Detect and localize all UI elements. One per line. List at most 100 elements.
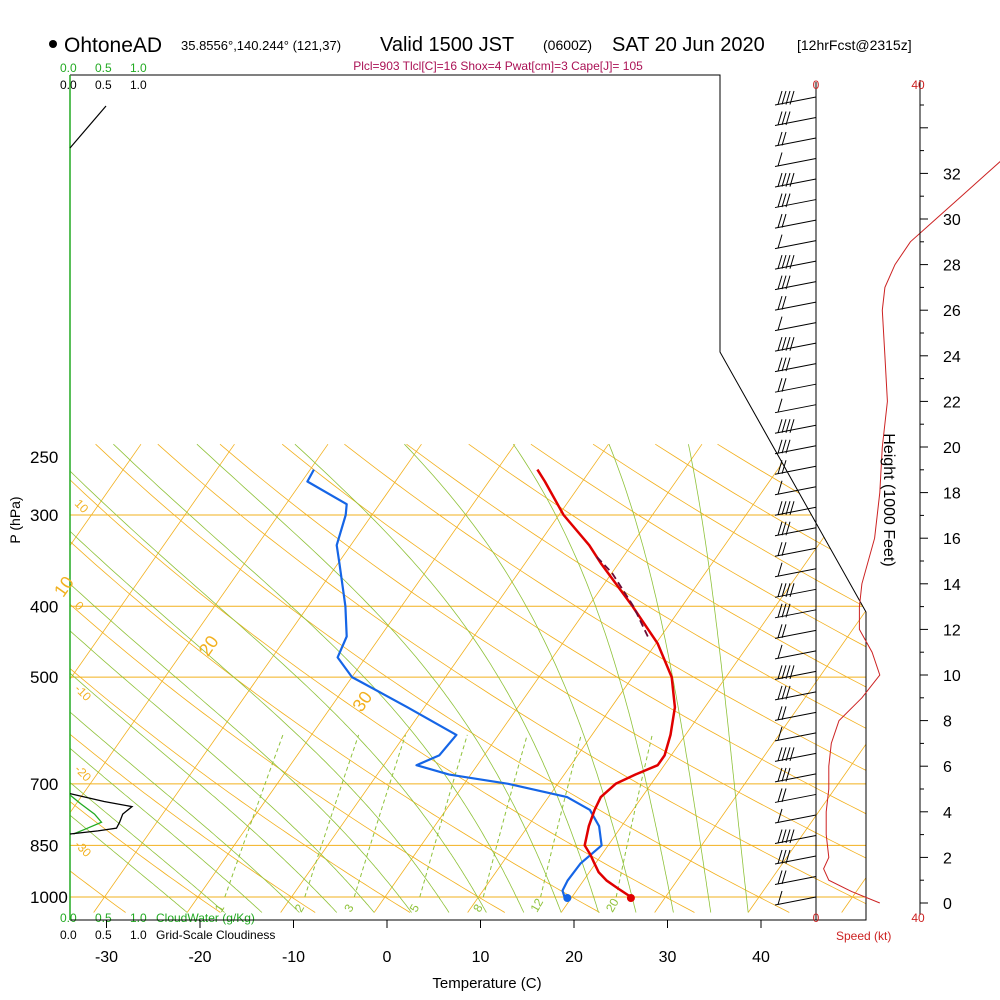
wind-barb-feather [777,624,783,638]
wind-barb [774,542,817,557]
wind-barb [774,603,817,619]
wind-barb-feather [777,747,783,762]
wind-barb-feather [777,357,783,372]
wind-barb [774,275,817,291]
pressure-tick-label: 1000 [30,888,68,907]
wind-barb [774,337,817,352]
mixing-ratio-line [224,734,284,898]
dry-adiabat-line [530,443,866,913]
height-tick-label: 18 [943,486,961,503]
mixing-ratio-line [304,734,360,898]
height-tick-label: 20 [943,440,961,457]
wind-barb-feather [781,254,787,269]
wind-barb-feather [785,521,791,536]
temperature-line [536,468,677,899]
cloudiness-tick-0: 0.0 [60,928,77,942]
dry-adiabat-line [966,444,1000,912]
wind-barb [774,726,817,742]
dry-adiabat-line [157,443,866,913]
wind-barb [774,439,817,455]
moist-adiabat-line [70,443,375,913]
wind-barb-feather [785,90,791,105]
wind-barb-feather [777,337,783,351]
wind-barb [774,398,817,414]
isotherm-line [186,443,516,913]
wind-barb-feather [789,337,795,351]
wind-barb-feather [777,788,783,803]
dry-adiabat-line [344,443,866,913]
valid-time: Valid 1500 JST [380,34,514,56]
cloud-water-tick-0: 0.0 [60,911,77,925]
wind-barb-feather [785,419,791,433]
cloudiness-tick-0: 0.0 [60,78,77,92]
surface-dewpoint-dot [563,894,572,902]
temperature-tick-label: 20 [565,949,583,966]
height-tick-label: 14 [943,577,961,594]
stability-indices: Plcl=903 Tlcl[C]=16 Shox=4 Pwat[cm]=3 Ca… [353,59,643,73]
wind-barb-feather [777,295,783,310]
dry-adiabat-line [70,443,695,913]
cloudiness-tick-1: 0.5 [95,78,112,92]
wind-barb-feather [789,254,795,269]
wind-barb-feather [781,419,787,433]
wind-barb-shaft [774,568,817,578]
x-axis-title: Temperature (C) [432,975,541,992]
parcel-line [594,554,649,637]
isotherm-line [747,443,866,913]
cloudiness-legend: Grid-Scale Cloudiness [156,928,275,942]
temperature-tick-label: 40 [752,949,770,966]
wind-barb-feather [777,685,783,700]
wind-barb [774,788,817,803]
wind-barb-feather [777,480,783,495]
isotherm-line [560,443,866,913]
wind-barb-feather [777,172,783,187]
wind-barb [774,316,817,332]
wind-barb [774,213,817,229]
wind-barb-feather [785,193,791,208]
wind-barb-feather [789,829,795,844]
dry-adiabat-line [406,443,866,913]
cloudiness-tick-2: 1.0 [130,78,147,92]
wind-barb [774,624,817,639]
wind-barb-feather [785,685,791,700]
wind-barb-shaft [774,158,817,168]
mixing-ratio-label: 2 [292,901,308,914]
wind-barb-shaft [774,219,817,229]
wind-barb-shaft [774,383,817,393]
isotherm-label: -10 [72,682,94,704]
wind-barb-shaft [774,855,817,865]
wind-barb-feather [781,460,787,474]
wind-barb-feather [781,542,787,556]
background-lines [70,443,1000,913]
plot-frame [70,74,867,921]
wind-barb-feather [777,603,783,618]
cloud-water-tick-2: 1.0 [130,911,147,925]
wind-barb-shaft [774,711,817,721]
wind-barb-shaft [774,547,817,557]
wind-barb-feather [777,521,783,536]
wind-barb-feather [789,172,795,187]
wind-barb-feather [781,501,787,515]
wind-barb-shaft [774,588,817,598]
height-tick-label: 2 [943,850,952,867]
wind-barb-feather [785,849,791,864]
station-marker [49,40,57,48]
station-coords: 35.8556°,140.244° (121,37) [181,38,341,53]
wind-barb [774,295,817,311]
wind-barb-feather [785,357,791,372]
wind-barb-feather [781,378,787,392]
wind-barb-feather [781,624,787,638]
wind-barb [774,767,817,783]
wind-barb-feather [781,603,787,618]
wind-barb-shaft [774,445,817,455]
isotherm-line [654,443,866,913]
wind-barb-feather [777,378,783,392]
wind-barb-feather [781,172,787,187]
wind-barb-feather [777,234,783,249]
utc-time: (0600Z) [543,37,592,53]
wind-barb-feather [781,788,787,803]
mixing-ratio-label: 8 [470,901,486,914]
temperature-tick-label: 10 [472,949,490,966]
wind-barb-feather [781,111,787,126]
wind-barb-feather [781,521,787,536]
